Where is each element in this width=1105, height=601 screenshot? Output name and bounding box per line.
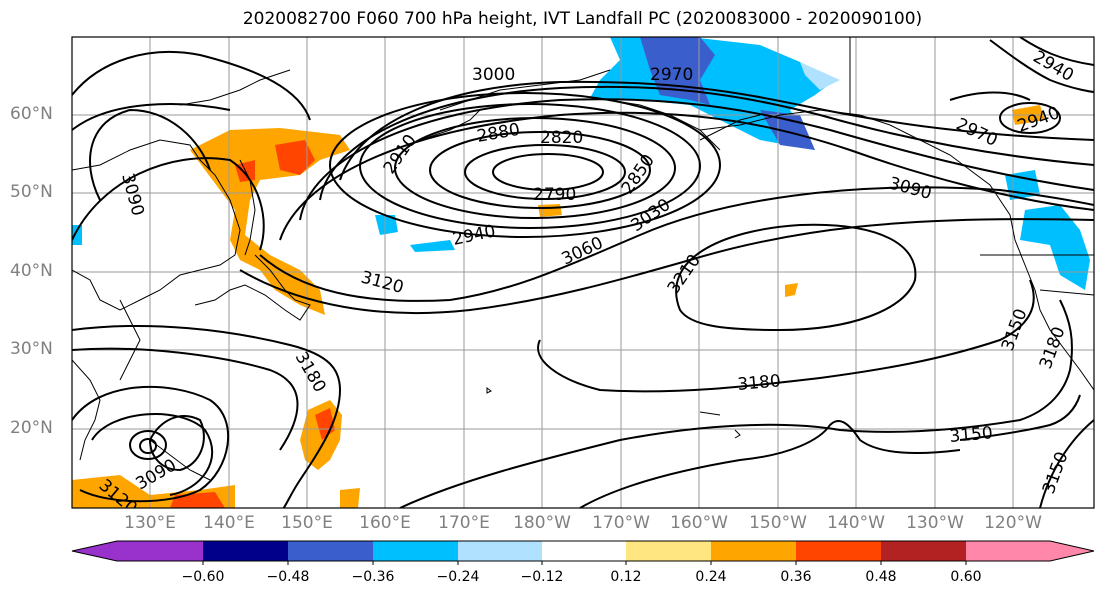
contour-label: 3180 <box>291 349 330 396</box>
lat-label: 50°N <box>10 182 53 202</box>
lat-label: 60°N <box>10 104 53 124</box>
lon-label: 170°E <box>438 513 490 533</box>
lat-label: 40°N <box>10 261 53 281</box>
contour-label: 3180 <box>1036 324 1070 371</box>
colorbar-segment <box>1050 541 1094 561</box>
lon-label: 130°W <box>906 513 964 533</box>
contour-label: 2820 <box>540 128 583 148</box>
contour-label: 3090 <box>117 171 148 218</box>
colorbar-segment <box>626 541 711 561</box>
colorbar-tick-label: −0.12 <box>520 569 564 585</box>
colorbar-tick-label: 0.24 <box>695 569 727 585</box>
colorbar-segment <box>881 541 966 561</box>
lon-label: 180°W <box>513 513 571 533</box>
colorbar-segment <box>373 541 458 561</box>
lon-label: 170°W <box>592 513 650 533</box>
contour-label: 2790 <box>533 185 576 205</box>
lat-label: 20°N <box>10 418 53 438</box>
lon-label: 130°E <box>124 513 176 533</box>
contour-label: 3060 <box>559 233 607 269</box>
colorbar-segment <box>796 541 881 561</box>
contour-label: 3150 <box>1039 449 1073 496</box>
colorbar-tick-label: 0.60 <box>950 569 982 585</box>
colorbar-segment <box>711 541 796 561</box>
lon-label: 150°E <box>281 513 333 533</box>
lon-label: 150°W <box>749 513 807 533</box>
colorbar-tick-label: −0.36 <box>351 569 395 585</box>
colorbar-segment <box>117 541 203 561</box>
colorbar-tick-label: −0.48 <box>266 569 310 585</box>
lon-label: 160°W <box>670 513 728 533</box>
colorbar-segment <box>203 541 288 561</box>
contour-label: 3090 <box>887 174 934 205</box>
colorbar-segment <box>72 541 117 561</box>
colorbar-outline <box>71 540 1095 562</box>
contour-label: 3150 <box>949 423 994 447</box>
lon-label: 120°W <box>984 513 1042 533</box>
lon-label: 140°E <box>203 513 255 533</box>
colorbar-tick-label: 0.12 <box>610 569 642 585</box>
contour-label: 3180 <box>737 371 782 395</box>
contour-label: 2970 <box>953 114 1001 150</box>
lon-label: 160°E <box>359 513 411 533</box>
colorbar-tick-label: 0.36 <box>780 569 812 585</box>
contour-label: 2940 <box>1030 47 1077 86</box>
contour-label: 2970 <box>650 65 693 85</box>
colorbar-tick-label: −0.60 <box>181 569 225 585</box>
map-title: 2020082700 F060 700 hPa height, IVT Land… <box>242 9 923 29</box>
colorbar-segment <box>288 541 373 561</box>
colorbar-tick-label: 0.48 <box>865 569 897 585</box>
colorbar <box>71 540 1095 565</box>
contour-label: 3090 <box>133 455 180 494</box>
contour-label: 2880 <box>475 120 521 147</box>
lat-label: 30°N <box>10 339 53 359</box>
colorbar-tick-label: −0.24 <box>436 569 480 585</box>
colorbar-segment <box>542 541 626 561</box>
lon-label: 140°W <box>827 513 885 533</box>
contour-label: 3000 <box>472 65 515 85</box>
contour-label: 3150 <box>998 306 1032 353</box>
colorbar-segment <box>966 541 1050 561</box>
map-frame <box>71 36 1095 509</box>
height-contours <box>72 37 1094 508</box>
contour-label: 2940 <box>451 221 497 250</box>
colorbar-segment <box>458 541 542 561</box>
